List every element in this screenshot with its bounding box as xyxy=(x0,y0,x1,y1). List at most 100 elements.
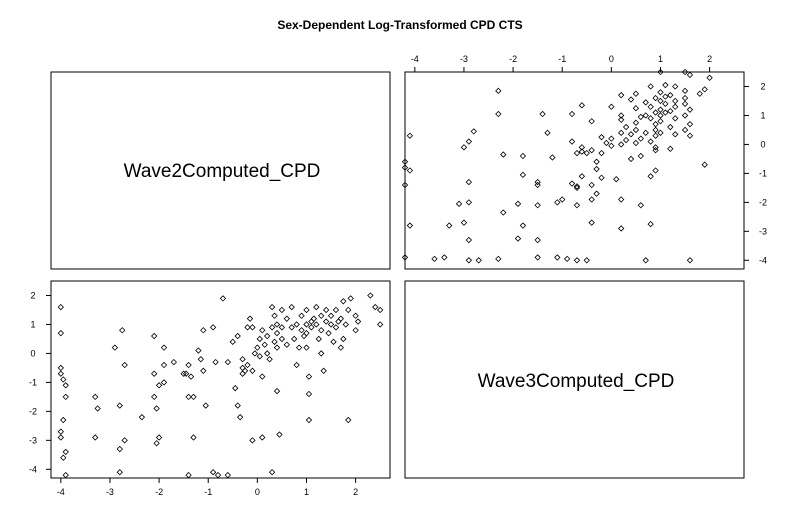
scatter-point-lower xyxy=(325,329,332,337)
scatter-point-upper xyxy=(598,149,605,157)
scatter-point-upper xyxy=(652,126,659,134)
scatter-point-lower xyxy=(345,416,352,424)
scatter-point-upper xyxy=(573,183,581,190)
scatter-point-upper xyxy=(588,181,595,189)
x-tick-label-top: -2 xyxy=(509,54,517,64)
scatter-point-upper xyxy=(568,180,576,187)
scatter-point-upper xyxy=(563,255,571,263)
scatter-point-upper xyxy=(642,99,649,106)
scatter-point-upper xyxy=(598,134,605,141)
scatter-point-lower xyxy=(185,393,192,401)
scatter-point-lower xyxy=(209,469,217,476)
scatter-point-upper xyxy=(618,129,625,137)
scatter-point-upper xyxy=(500,151,507,158)
scatter-point-upper xyxy=(573,149,581,157)
scatter-point-lower xyxy=(249,437,256,444)
scatter-point-upper xyxy=(652,144,659,151)
scatter-point-upper xyxy=(667,107,674,115)
scatter-point-upper xyxy=(652,132,659,139)
scatter-point-upper xyxy=(534,202,541,209)
scatter-point-lower xyxy=(273,344,281,351)
scatter-point-lower xyxy=(322,306,330,314)
scatter-point-upper xyxy=(465,257,473,264)
x-tick-label-bottom: -4 xyxy=(57,487,65,497)
scatter-point-upper xyxy=(647,83,654,90)
scatter-point-lower xyxy=(337,315,345,322)
scatter-point-upper xyxy=(519,171,527,179)
scatter-point-lower xyxy=(111,344,119,351)
scatter-point-upper xyxy=(662,81,669,89)
scatter-point-lower xyxy=(57,329,64,337)
scatter-point-upper xyxy=(618,196,625,203)
y-tick-label-right: 1 xyxy=(760,110,765,120)
scatter-point-lower xyxy=(354,318,362,325)
scatter-point-lower xyxy=(116,445,123,453)
scatter-point-upper xyxy=(637,202,644,209)
scatter-point-upper xyxy=(657,97,664,105)
scatter-point-upper xyxy=(667,145,674,152)
scatter-point-upper xyxy=(681,112,689,119)
scatter-point-upper xyxy=(495,255,502,263)
scatter-point-lower xyxy=(340,298,347,305)
scatter-point-upper xyxy=(588,196,595,203)
scatter-point-upper xyxy=(470,128,477,135)
scatter-point-lower xyxy=(60,416,67,424)
x-tick-label-bottom: 2 xyxy=(353,487,358,497)
scatter-point-upper xyxy=(500,209,507,216)
scatter-point-upper xyxy=(672,115,679,122)
scatter-point-upper xyxy=(568,110,576,118)
y-tick-label-left: -4 xyxy=(29,464,37,474)
scatter-point-upper xyxy=(534,181,541,189)
scatter-point-upper xyxy=(593,190,600,197)
scatter-point-upper xyxy=(593,165,600,173)
scatter-point-lower xyxy=(251,350,259,357)
scatter-point-upper xyxy=(652,120,659,128)
scatter-point-lower xyxy=(303,329,310,337)
scatter-point-lower xyxy=(234,402,241,409)
x-tick-label-bottom: -2 xyxy=(155,487,163,497)
scatter-point-lower xyxy=(271,338,278,346)
x-tick-label-top: -4 xyxy=(411,54,419,64)
scatter-point-lower xyxy=(182,370,190,377)
scatter-point-lower xyxy=(327,321,335,328)
scatter-point-lower xyxy=(303,306,310,314)
scatter-point-upper xyxy=(514,200,522,207)
scatter-point-upper xyxy=(598,174,605,181)
scatter-point-lower xyxy=(60,454,67,461)
scatter-point-lower xyxy=(246,315,254,322)
scatter-point-upper xyxy=(618,92,625,99)
scatter-point-upper xyxy=(662,109,669,116)
scatter-point-upper xyxy=(608,135,615,142)
scatter-point-lower xyxy=(283,341,290,348)
scatter-point-lower xyxy=(200,327,207,334)
diag-label-wave3: Wave3Computed_CPD xyxy=(478,371,675,392)
scatter-point-lower xyxy=(244,324,251,331)
scatter-point-lower xyxy=(259,327,266,334)
y-tick-label-right: 0 xyxy=(760,139,765,149)
scatter-point-upper xyxy=(618,225,625,232)
scatter-point-upper xyxy=(667,123,674,131)
y-tick-label-left: 2 xyxy=(30,290,35,300)
x-tick-label-top: 2 xyxy=(707,54,712,64)
scatter-point-lower xyxy=(155,382,163,389)
scatter-point-lower xyxy=(300,332,308,340)
scatter-point-upper xyxy=(652,94,659,102)
scatter-point-lower xyxy=(276,431,283,438)
scatter-point-lower xyxy=(57,303,64,311)
scatter-point-lower xyxy=(229,338,236,346)
scatter-point-upper xyxy=(657,68,664,76)
scatter-point-upper xyxy=(681,68,689,76)
scatter-point-lower xyxy=(170,358,177,366)
scatter-point-lower xyxy=(219,295,227,302)
scatter-point-upper xyxy=(608,142,615,150)
scatter-point-upper xyxy=(672,97,679,105)
scatter-point-lower xyxy=(303,344,310,351)
scatter-point-lower xyxy=(313,321,320,328)
scatter-point-lower xyxy=(92,434,99,441)
scatter-point-upper xyxy=(627,131,635,138)
scatter-point-lower xyxy=(256,335,263,343)
scatter-point-lower xyxy=(330,338,337,346)
scatter-point-lower xyxy=(377,321,384,328)
scatter-point-lower xyxy=(155,434,163,441)
scatter-point-lower xyxy=(273,321,281,328)
